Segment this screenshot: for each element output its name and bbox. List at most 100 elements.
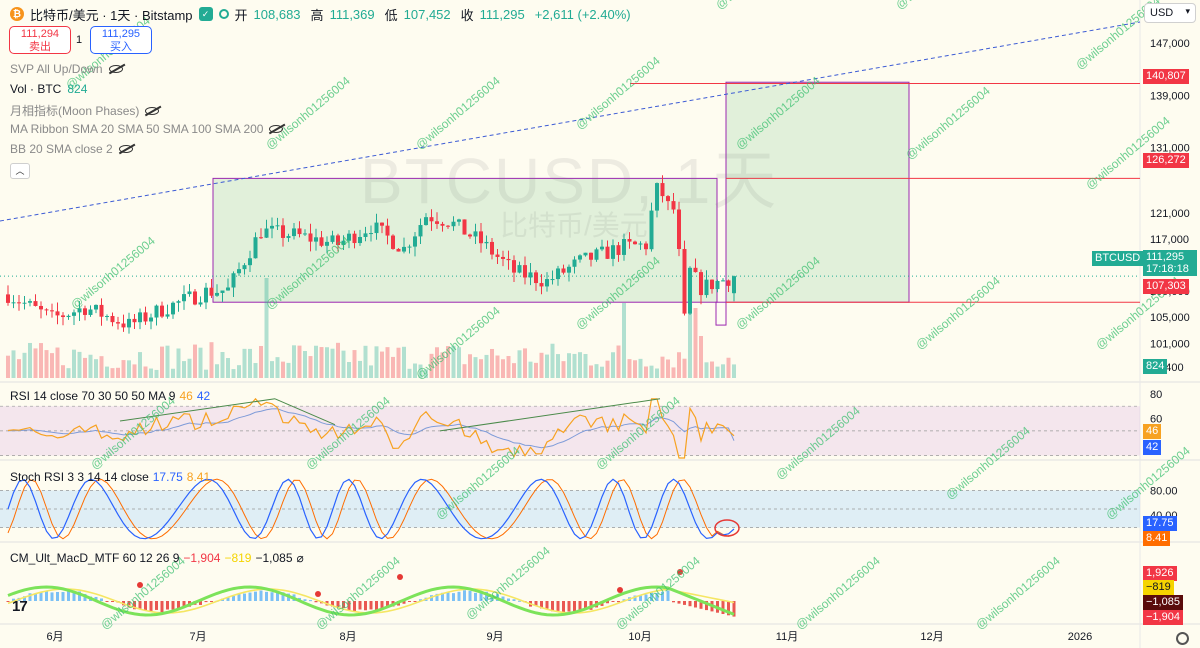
macd-histogram-bar	[72, 592, 76, 601]
macd-histogram-bar	[364, 601, 367, 611]
macd-histogram-bar	[6, 601, 10, 602]
volume-bar	[556, 354, 560, 378]
symbol-price-tag: BTCUSD	[1092, 251, 1144, 266]
eye-hidden-icon[interactable]	[118, 145, 133, 153]
current-price-label: 111,295 17:18:18	[1143, 250, 1197, 276]
candle-body	[237, 269, 241, 274]
bitcoin-icon: ₿	[10, 7, 24, 21]
volume-bar	[308, 356, 313, 378]
candle-body	[292, 228, 296, 237]
candle-body	[28, 301, 32, 303]
macd-histogram-bar	[435, 593, 439, 601]
candle-body	[440, 223, 445, 226]
candle-body	[303, 233, 307, 235]
rsi-pane[interactable]	[0, 397, 1140, 459]
legend-ma-ribbon[interactable]: MA Ribbon SMA 20 SMA 50 SMA 100 SMA 200	[10, 122, 284, 136]
macd-histogram-bar	[259, 590, 263, 601]
symbol-watermark: BTCUSD, 1天	[360, 145, 779, 217]
macd-value-3: −1,085	[255, 551, 293, 565]
macd-histogram-bar	[171, 601, 175, 610]
consolidation-box	[212, 177, 718, 303]
volume-bar	[209, 342, 214, 378]
stoch-rsi-pane[interactable]	[0, 478, 1140, 540]
macd-legend[interactable]: CM_Ult_MacD_MTF 60 12 26 9 −1,904 −819 −1,0…	[10, 551, 304, 565]
candle-body	[655, 183, 659, 211]
candle-body	[314, 237, 318, 242]
flag-icon[interactable]: ✓	[198, 7, 213, 21]
macd-histogram-bar	[567, 601, 571, 612]
rsi-ma-value: 42	[196, 389, 211, 403]
candle-body	[193, 291, 197, 305]
volume-bar	[204, 369, 208, 378]
candle-body	[61, 315, 65, 318]
volume-bar	[435, 347, 439, 378]
legend-volume[interactable]: Vol · BTC 824	[10, 82, 87, 96]
macd-histogram-bar	[617, 601, 620, 603]
symbol-title[interactable]: 比特币/美元 · 1天 · Bitstamp	[30, 7, 193, 23]
macd-histogram-bar	[237, 593, 241, 601]
currency-select[interactable]: USD ▾	[1144, 3, 1196, 23]
volume-bar	[534, 362, 538, 378]
candle-body	[451, 221, 456, 227]
candle-body	[567, 266, 571, 273]
close-label: 收	[460, 7, 474, 23]
volume-bar	[578, 352, 582, 378]
volume-bar	[132, 364, 137, 378]
macd-histogram-bar	[380, 601, 384, 609]
candle-body	[490, 241, 494, 255]
candle-body	[699, 272, 703, 296]
watermark-text: @wilsonh01256004	[913, 273, 1003, 352]
macd-histogram-bar	[276, 591, 279, 601]
stoch-legend[interactable]: Stoch RSI 3 3 14 14 close 17.75 8.41	[10, 470, 210, 484]
legend-volume-value: 824	[67, 82, 88, 96]
candle-body	[204, 287, 208, 303]
eye-hidden-icon[interactable]	[269, 125, 284, 133]
gear-icon[interactable]	[1176, 632, 1189, 645]
volume-bar	[495, 355, 500, 378]
macd-histogram-bar	[650, 592, 653, 601]
macd-histogram-bar	[100, 598, 103, 601]
macd-histogram-bar	[56, 591, 59, 601]
tradingview-logo[interactable]: 17	[12, 598, 28, 615]
rsi-legend[interactable]: RSI 14 close 70 30 50 50 MA 9 46 42	[10, 389, 210, 403]
volume-bar	[358, 360, 362, 378]
candle-body	[22, 302, 27, 304]
macd-histogram-bar	[23, 596, 26, 601]
macd-histogram-bar	[402, 601, 406, 604]
candle-body	[484, 241, 489, 244]
volume-bar	[550, 343, 555, 378]
volume-bar	[490, 348, 494, 378]
legend-bb[interactable]: BB 20 SMA close 2	[10, 142, 133, 156]
volume-bar	[369, 365, 373, 378]
macd-pane[interactable]	[6, 569, 736, 617]
collapse-legend-button[interactable]: ︿	[10, 163, 30, 179]
macd-histogram-bar	[248, 592, 252, 601]
watermark-text: @wilsonh01256004	[893, 0, 983, 12]
price-tick-label: 147,000	[1150, 38, 1190, 50]
eye-hidden-icon[interactable]	[108, 65, 123, 73]
legend-svp[interactable]: SVP All Up/Down	[10, 62, 123, 76]
open-label: 开	[234, 7, 248, 23]
candle-body	[66, 315, 71, 318]
price-tick-label: 101,000	[1150, 338, 1190, 350]
buy-button[interactable]: 111,295 买入	[90, 26, 152, 54]
candle-body	[6, 294, 10, 303]
price-pane[interactable]	[0, 21, 1141, 378]
candle-body	[319, 237, 324, 246]
volume-bar	[688, 303, 692, 378]
macd-histogram-bar	[166, 601, 169, 610]
sell-button[interactable]: 111,294 卖出	[9, 26, 71, 54]
volume-bar	[237, 365, 241, 378]
candle-body	[88, 309, 93, 315]
close-value: 111,295	[479, 6, 525, 22]
rsi-tick-label: 60	[1150, 414, 1162, 426]
eye-hidden-icon[interactable]	[145, 106, 160, 115]
price-tick-label: 105,000	[1150, 312, 1190, 324]
rsi-divergence-line	[274, 398, 336, 426]
volume-bar	[512, 363, 516, 378]
macd-histogram-bar	[45, 591, 48, 601]
legend-moon[interactable]: 月相指标(Moon Phases)	[10, 102, 160, 119]
candle-body	[220, 290, 225, 293]
symbol-header[interactable]: ₿ 比特币/美元 · 1天 · Bitstamp ✓ 开 108,683 高 111…	[10, 4, 635, 24]
